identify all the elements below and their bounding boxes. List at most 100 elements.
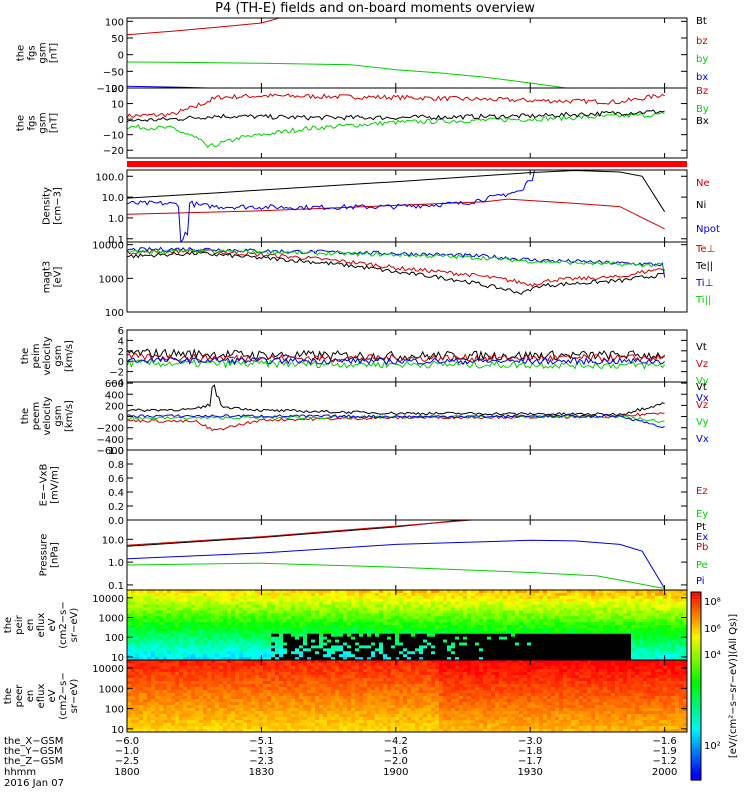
legend-fgs_gsm-1: bz — [696, 36, 708, 47]
xrow-3-value-0: 1800 — [114, 767, 139, 778]
panel-frame — [126, 87, 688, 159]
xrow-2-value-1: −2.3 — [249, 756, 273, 767]
panel-density — [126, 169, 688, 243]
ytick-efield-2: 0.6 — [108, 474, 124, 485]
ytick-density-1: 10.0 — [102, 193, 124, 204]
panel-peem — [126, 381, 688, 451]
colorbar-tick-0: 10⁸ — [704, 597, 721, 608]
series-density-Npot — [127, 170, 536, 242]
ytick-efield-3: 0.4 — [108, 488, 124, 499]
legend-efield-2: Ex — [696, 532, 708, 543]
ytick-peim-4: −2 — [109, 368, 124, 379]
legend-peem-1: Vz — [696, 400, 708, 411]
series-temps-Te|| — [127, 250, 665, 295]
xrow-3-value-1: 1830 — [249, 767, 274, 778]
ytick-temps-2: 100 — [105, 308, 124, 319]
ytick-density-3: 0.1 — [108, 235, 124, 246]
ylabel-peim-3: gsm — [53, 345, 64, 366]
legend-efield-0: Ez — [696, 486, 708, 497]
ylabel-peer-5: (cm2−s− — [58, 672, 69, 719]
legend-temps-0: Te⊥ — [695, 244, 715, 255]
ylabel-peem-1: peem — [31, 402, 42, 430]
ytick-peim-1: 4 — [118, 336, 124, 347]
ytick-peim-2: 2 — [118, 347, 124, 358]
legend-temps-2: Ti⊥ — [695, 278, 713, 289]
legend-peem-2: Vy — [696, 417, 709, 428]
ytick-peer-0: 10000 — [92, 664, 124, 675]
xrow-0-value-1: −5.1 — [249, 736, 273, 747]
xrow-2-value-4: −1.2 — [652, 756, 676, 767]
ylabel-pressure-1: [nPa] — [50, 542, 61, 568]
ylabel-density-1: [cm−3] — [53, 187, 64, 225]
ytick-fgs_gsm-2: 0 — [118, 51, 124, 62]
legend-density-0: Ne — [696, 178, 710, 189]
xrow-0-value-4: −1.6 — [652, 736, 676, 747]
panel-peir — [126, 589, 688, 661]
legend-efield-1: Ey — [696, 509, 708, 520]
ytick-fgs_gsm-0: 100 — [105, 17, 124, 28]
ylabel-peem-3: gsm — [53, 405, 64, 426]
ytick-peem-2: 200 — [105, 401, 124, 412]
ylabel-peir-5: (cm2−s− — [58, 601, 69, 648]
panel-frame — [126, 449, 688, 521]
series-fgs_dsl-Bx — [127, 109, 665, 123]
ytick-fgs_dsl-3: −10 — [103, 131, 124, 142]
ylabel-fgs_gsm-2: gsm — [38, 42, 49, 63]
ytick-peir-0: 10000 — [92, 594, 124, 605]
legend-fgs_gsm-2: by — [696, 54, 708, 65]
legend-fgs_gsm-3: bx — [696, 72, 708, 83]
ytick-peim-5: −4 — [109, 378, 124, 389]
ytick-fgs_dsl-1: 10 — [111, 100, 124, 111]
series-density-Ne — [127, 198, 665, 230]
ytick-peem-4: −200 — [97, 424, 124, 435]
legend-peim-2: Vy — [696, 376, 709, 387]
series-pressure-Pi — [127, 539, 666, 589]
colorbar-tick-2: 10⁴ — [704, 650, 721, 661]
ylabel-temps-0: magt3 — [42, 261, 53, 294]
ytick-efield-0: 1.0 — [108, 446, 124, 457]
heatmap-peer — [127, 660, 687, 732]
xrow-label-0: the_X−GSM — [4, 736, 63, 747]
ytick-peir-2: 100 — [105, 633, 124, 644]
ylabel-peem-2: velocity — [42, 396, 53, 435]
ylabel-efield-1: [mV/m] — [50, 466, 61, 504]
ytick-peem-0: 600 — [105, 379, 124, 390]
xrow-label-3: hhmm — [4, 767, 36, 778]
ytick-efield-1: 0.8 — [108, 460, 124, 471]
legend-fgs_dsl-0: Bz — [696, 86, 708, 97]
ytick-peem-3: 0 — [118, 413, 124, 424]
ytick-fgs_gsm-1: 50 — [111, 34, 124, 45]
legend-density-2: Npot — [696, 224, 720, 235]
legend-peim-0: Vt — [696, 342, 707, 353]
flag-bar — [127, 161, 687, 167]
panel-fgs_dsl — [126, 87, 688, 159]
chart-title: P4 (TH-E) fields and on-board moments ov… — [215, 1, 535, 16]
series-peem-Vx — [127, 414, 665, 429]
ytick-fgs_gsm-4: −100 — [97, 84, 124, 95]
ytick-temps-1: 1000 — [99, 274, 124, 285]
xrow-2-value-3: −1.7 — [518, 756, 542, 767]
ylabel-peem-0: the — [20, 408, 31, 424]
ylabel-peim-1: peim — [31, 343, 42, 368]
panel-fgs_gsm — [126, 17, 688, 89]
ylabel-density-0: Density — [42, 187, 53, 225]
legend-peem-3: Vx — [696, 434, 709, 445]
legend-pressure-0: Pt — [696, 522, 706, 533]
legend-density-1: Ni — [696, 200, 706, 211]
ytick-fgs_gsm-3: −50 — [103, 67, 124, 78]
xrow-0-value-0: −6.0 — [115, 736, 139, 747]
series-temps-Ti|| — [127, 248, 666, 272]
series-pressure-Pe — [127, 562, 665, 589]
ylabel-peir-1: peir — [14, 614, 25, 634]
ytick-peer-2: 100 — [105, 705, 124, 716]
ylabel-peer-1: peer — [14, 684, 25, 708]
ylabel-fgs_gsm-0: the — [16, 45, 27, 61]
legend-fgs_dsl-1: By — [696, 104, 709, 115]
xrow-1-value-4: −1.9 — [652, 746, 676, 757]
xrow-3-value-4: 2000 — [652, 767, 677, 778]
panel-peim — [126, 329, 688, 383]
ytick-pressure-1: 1.0 — [108, 558, 124, 569]
ytick-density-2: 1.0 — [108, 214, 124, 225]
ylabel-peir-4: eV — [47, 618, 58, 631]
